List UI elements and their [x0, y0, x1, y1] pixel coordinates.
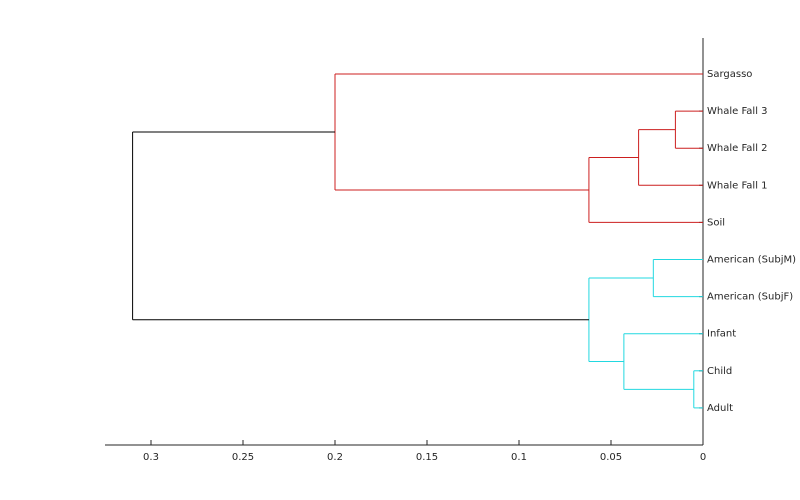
x-tick-label: 0 — [700, 452, 706, 463]
leaf-label: American (SubjF) — [707, 292, 793, 303]
x-tick-label: 0.25 — [232, 452, 254, 463]
leaf-label: Whale Fall 2 — [707, 143, 768, 154]
x-tick-label: 0.15 — [416, 452, 438, 463]
x-tick-label: 0.1 — [511, 452, 527, 463]
leaf-label: Whale Fall 3 — [707, 106, 768, 117]
leaf-label: Soil — [707, 217, 725, 228]
x-tick-label: 0.2 — [327, 452, 343, 463]
leaf-label: Child — [707, 366, 732, 377]
leaf-label: Whale Fall 1 — [707, 180, 768, 191]
leaf-label: Adult — [707, 403, 733, 414]
leaf-label: Infant — [707, 329, 736, 340]
leaf-label: American (SubjM) — [707, 255, 796, 266]
x-tick-label: 0.3 — [143, 452, 159, 463]
leaf-label: Sargasso — [707, 69, 752, 80]
x-tick-label: 0.05 — [600, 452, 622, 463]
